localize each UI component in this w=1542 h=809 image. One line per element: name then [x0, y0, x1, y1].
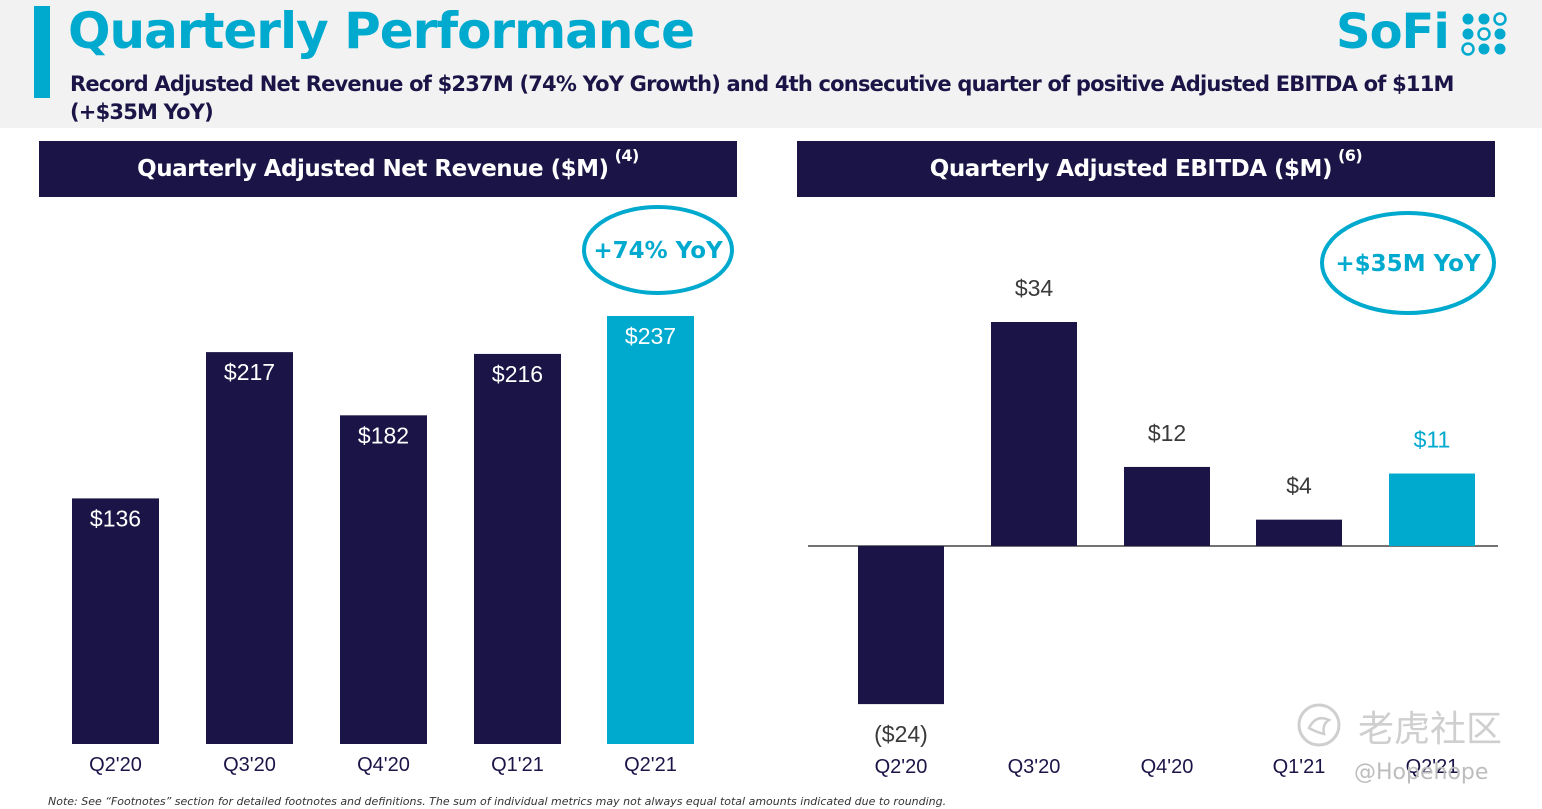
page-subtitle: Record Adjusted Net Revenue of $237M (74…: [70, 72, 1454, 124]
watermark-brand: 老虎社区: [1358, 709, 1503, 750]
revenue-yoy-ellipse: [582, 205, 734, 295]
ebitda-category-label: Q3'20: [1008, 756, 1061, 778]
ebitda-bar: [1124, 466, 1210, 546]
watermark: 老虎社区 @Hopehope: [1296, 700, 1526, 795]
revenue-yoy-annotation: +74% YoY: [593, 238, 723, 264]
ebitda-footnote: (6): [1337, 145, 1363, 165]
watermark-handle: @Hopehope: [1354, 760, 1489, 785]
revenue-bar-chart: $136 Q2'20 $217 Q3'20 $182 Q4'20 $216 Q1'21 $237…: [72, 205, 734, 776]
revenue-bar: [340, 415, 427, 744]
ebitda-bar: [858, 546, 944, 705]
ebitda-bar-chart: ($24) Q2'20 $34 Q3'20 $12 Q4'20 $4 Q1'21 $11 Q2'2…: [808, 211, 1498, 778]
ebitda-bar: [991, 322, 1077, 546]
revenue-value-label: $217: [224, 359, 275, 385]
revenue-footnote: (4): [614, 145, 640, 165]
ebitda-value-label: $4: [1286, 473, 1312, 499]
header: [0, 0, 1542, 128]
ebitda-bar: [1256, 519, 1342, 546]
revenue-category-label: Q4'20: [357, 754, 410, 776]
ebitda-category-label: Q2'21: [1406, 756, 1459, 778]
revenue-category-label: Q1'21: [491, 754, 544, 776]
revenue-value-label: $216: [492, 361, 543, 387]
ebitda-value-label: $12: [1148, 420, 1186, 446]
ebitda-value-label: ($24): [874, 721, 928, 747]
footnote-text: Note: See “Footnotes” section for detail…: [48, 795, 947, 808]
accent-bar: [34, 6, 50, 98]
ebitda-category-label: Q1'21: [1273, 756, 1326, 778]
revenue-bar: [474, 353, 561, 744]
revenue-value-label: $136: [90, 505, 141, 531]
ebitda-chart-title-text: Quarterly Adjusted EBITDA ($M): [929, 156, 1333, 182]
ebitda-category-label: Q2'20: [875, 756, 928, 778]
page-title: Quarterly Performance: [68, 2, 695, 60]
revenue-category-label: Q2'20: [89, 754, 142, 776]
revenue-chart-title-text: Quarterly Adjusted Net Revenue ($M): [137, 156, 609, 182]
logo-dots-icon: [1461, 12, 1507, 56]
ebitda-yoy-ellipse: [1320, 211, 1496, 315]
ebitda-bar: [1389, 473, 1475, 546]
revenue-category-label: Q3'20: [223, 754, 276, 776]
revenue-bar: [72, 498, 159, 744]
ebitda-yoy-annotation: +$35M YoY: [1335, 251, 1481, 277]
ebitda-chart-title: Quarterly Adjusted EBITDA ($M) (6): [797, 141, 1495, 197]
logo-text: SoFi: [1336, 4, 1450, 60]
revenue-chart-title: Quarterly Adjusted Net Revenue ($M) (4): [39, 141, 737, 197]
ebitda-category-label: Q4'20: [1141, 756, 1194, 778]
tiger-logo-icon: [1297, 703, 1341, 747]
sofi-logo: SoFi: [1336, 4, 1516, 64]
revenue-value-label: $237: [625, 323, 676, 349]
revenue-bar: [607, 316, 694, 744]
revenue-category-label: Q2'21: [624, 754, 677, 776]
revenue-bar: [206, 352, 293, 744]
ebitda-value-label: $34: [1015, 275, 1054, 301]
ebitda-value-label: $11: [1414, 427, 1451, 453]
revenue-value-label: $182: [358, 422, 409, 448]
